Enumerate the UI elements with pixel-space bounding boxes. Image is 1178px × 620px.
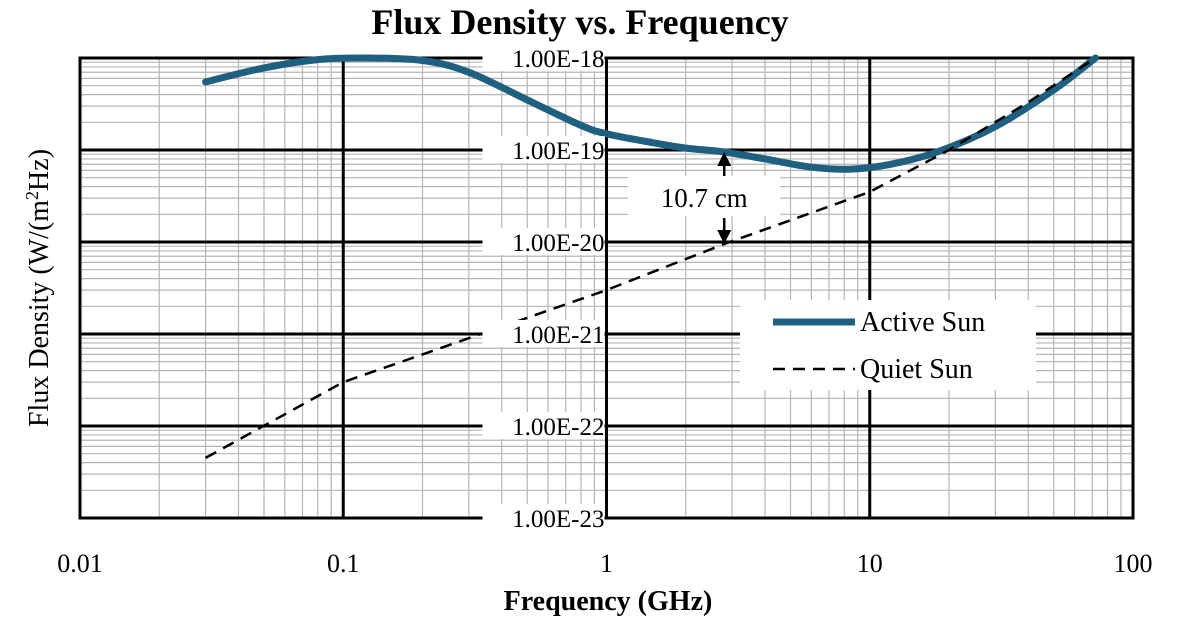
series-layer — [202, 54, 1099, 459]
y-tick-label-background — [482, 412, 605, 439]
annotation-arrow-down-head — [717, 230, 732, 245]
x-axis-label: Frequency (GHz) — [504, 586, 713, 617]
y-axis-label-end: Hz) — [24, 149, 55, 191]
legend-label-active-sun: Active Sun — [860, 307, 985, 338]
y-tick-label: 1.00E-20 — [512, 230, 604, 257]
x-tick-label: 100 — [1114, 549, 1153, 578]
chart-title: Flux Density vs. Frequency — [371, 2, 788, 42]
x-tick-label: 0.01 — [57, 549, 103, 578]
quiet-sun-line — [204, 56, 1097, 459]
annotation-label: 10.7 cm — [661, 183, 748, 213]
legend: Active Sun Quiet Sun — [740, 300, 1036, 390]
y-tick-label-background — [482, 504, 605, 531]
annotation-layer: 10.7 cm — [628, 152, 781, 245]
plot-frame — [78, 56, 1135, 520]
y-tick-label-background — [482, 228, 605, 255]
y-tick-label-background — [482, 136, 605, 163]
x-tick-label: 10 — [857, 549, 883, 578]
y-tick-label-background — [482, 44, 605, 71]
y-tick-label-background — [482, 320, 605, 347]
x-tick-labels: 0.01 0.1 1 10 100 — [57, 549, 1152, 578]
y-axis-label: Flux Density (W/(m2Hz) — [22, 149, 55, 427]
y-axis-label-main: Flux Density (W/(m — [24, 200, 55, 427]
y-tick-labels: 1.00E-23 1.00E-22 1.00E-21 1.00E-20 1.00E-19… — [482, 44, 605, 533]
legend-box — [740, 300, 1036, 390]
y-tick-label: 1.00E-18 — [512, 46, 604, 73]
y-tick-label: 1.00E-21 — [512, 322, 604, 349]
active-sun-line — [202, 54, 1099, 173]
y-tick-label: 1.00E-23 — [512, 506, 604, 533]
annotation-label-background — [628, 176, 781, 217]
y-tick-label: 1.00E-22 — [512, 414, 604, 441]
annotation-arrow-up-head — [717, 152, 732, 167]
x-tick-label: 1 — [600, 549, 613, 578]
legend-label-quiet-sun: Quiet Sun — [860, 354, 973, 385]
x-tick-label: 0.1 — [327, 549, 360, 578]
y-tick-label: 1.00E-19 — [512, 138, 604, 165]
y-axis-label-superscript: 2 — [22, 191, 42, 200]
